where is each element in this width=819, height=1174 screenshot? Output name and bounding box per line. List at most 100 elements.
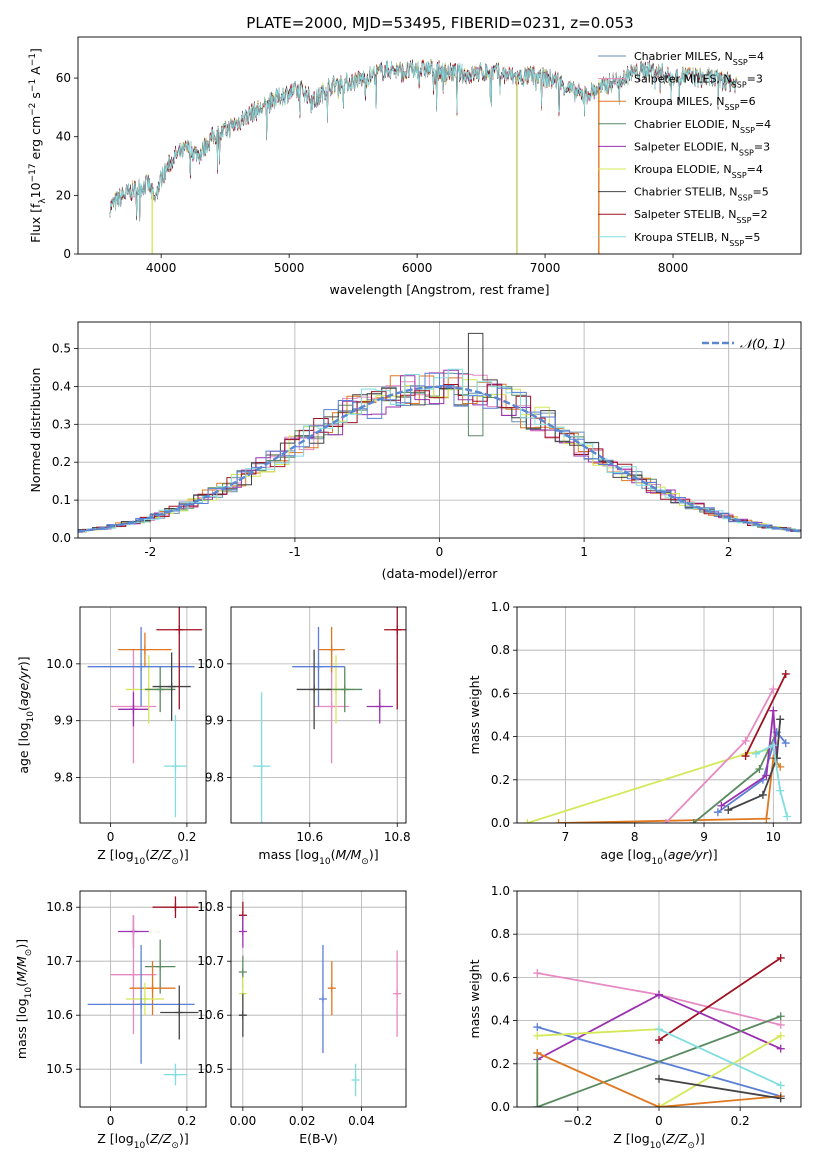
- legend-value: =5: [753, 186, 769, 199]
- x-tick-label: 0: [107, 1114, 115, 1128]
- legend-value: =2: [751, 208, 767, 221]
- label-part: M/M: [336, 847, 362, 862]
- legend-label: Kroupa ELODIE, NSSP=4: [634, 163, 763, 180]
- legend-text: Kroupa MILES, N: [634, 95, 724, 108]
- label-part: M/M: [14, 956, 29, 982]
- x-tick-label: 9: [700, 830, 708, 844]
- y-tick-label: 0: [63, 247, 71, 261]
- label-part: −2: [28, 103, 38, 116]
- y-axis-label: mass weight: [467, 959, 482, 1038]
- x-tick-label: 0.2: [731, 1114, 750, 1128]
- y-tick-label: 10.0: [46, 657, 73, 671]
- label-part: ⊙: [361, 857, 369, 867]
- weight-point: [769, 707, 777, 715]
- legend-text: Salpeter STELIB, N: [634, 208, 736, 221]
- y-tick-label: 1.0: [491, 884, 510, 898]
- data-point: [171, 762, 179, 770]
- y-tick-label: 10.8: [197, 900, 224, 914]
- x-axis-label: (data-model)/error: [382, 566, 499, 581]
- weight_vs_age-axes: [517, 607, 801, 823]
- data-point: [258, 762, 266, 770]
- data-point: [171, 1071, 179, 1079]
- label-part: mass [log: [14, 998, 29, 1059]
- y-tick-label: 0.0: [491, 1100, 510, 1114]
- legend-sub: SSP: [732, 80, 747, 89]
- y-tick-label: 10.7: [46, 954, 73, 968]
- x-tick-label: 8: [631, 830, 639, 844]
- x-axis-label: Z [log10(Z/Z⊙)]: [613, 1131, 704, 1151]
- label-part: 10: [650, 1141, 662, 1151]
- x-tick-label: 0.02: [289, 1114, 316, 1128]
- label-part: )]: [369, 847, 379, 862]
- y-tick-label: 0.4: [491, 730, 510, 744]
- legend-sub: SSP: [732, 171, 747, 180]
- y-tick-label: 0.1: [52, 493, 71, 507]
- y-tick-label: 10.8: [46, 900, 73, 914]
- x-tick-label: 0.2: [177, 830, 196, 844]
- weight-series-line: [527, 750, 769, 823]
- label-part: 10: [134, 1141, 146, 1151]
- x-tick-label: 0.00: [230, 1114, 257, 1128]
- data-point: [328, 984, 336, 992]
- label-part: mass weight: [467, 959, 482, 1038]
- weight-series-line: [659, 1029, 781, 1085]
- label-part: A: [28, 66, 43, 79]
- x-axis-label: Z [log10(Z/Z⊙)]: [97, 1131, 188, 1151]
- label-part: 10: [28, 182, 43, 198]
- label-part: )]: [179, 847, 189, 862]
- y-axis-label: age [log10(age/yr)]: [16, 656, 36, 773]
- data-point: [319, 995, 327, 1003]
- x-tick-label: 7000: [530, 261, 561, 275]
- y-tick-label: 1.0: [491, 600, 510, 614]
- legend-label: Chabrier STELIB, NSSP=5: [634, 186, 769, 203]
- weight-point: [655, 1075, 663, 1083]
- age_vs_mass-marks: [253, 550, 411, 840]
- x-axis-label: E(B-V): [299, 1131, 338, 1146]
- weight-point: [533, 1023, 541, 1031]
- x-tick-label: 6000: [402, 261, 433, 275]
- y-tick-label: 10.0: [197, 657, 224, 671]
- weight-point: [782, 670, 790, 678]
- y-axis-label: mass weight: [467, 675, 482, 754]
- label-part: Z [log: [97, 847, 133, 862]
- y-tick-label: 20: [56, 188, 71, 202]
- weight-point: [777, 1021, 785, 1029]
- legend-text: Kroupa STELIB, N: [634, 231, 729, 244]
- data-point: [137, 1000, 145, 1008]
- label-part: ]: [28, 48, 43, 53]
- weight-point: [776, 787, 784, 795]
- data-point: [328, 702, 336, 710]
- age_vs_z-axes: [80, 607, 206, 823]
- y-tick-label: 0.4: [52, 379, 71, 393]
- legend-text: Kroupa ELODIE, N: [634, 163, 732, 176]
- label-part: ⊙: [171, 1141, 179, 1151]
- y-axis-label: mass [log10(M/M⊙)]: [14, 939, 34, 1059]
- label-part: −1: [28, 79, 38, 92]
- x-tick-label: 8000: [658, 261, 689, 275]
- weight-point: [777, 1012, 785, 1020]
- y-tick-label: 0.0: [52, 531, 71, 545]
- x-tick-label: 0: [655, 1114, 663, 1128]
- data-point: [149, 984, 157, 992]
- weight-point: [776, 715, 784, 723]
- y-tick-label: 0.8: [491, 643, 510, 657]
- weight-point: [533, 969, 541, 977]
- data-point: [141, 995, 149, 1003]
- y-tick-label: 40: [56, 130, 71, 144]
- axes-frame: [231, 891, 406, 1107]
- x-tick-label: 2: [725, 545, 733, 559]
- data-point: [239, 928, 247, 936]
- weight-point: [777, 1032, 785, 1040]
- weight-point: [759, 791, 767, 799]
- residuals-marks: [64, 333, 819, 533]
- data-point: [376, 702, 384, 710]
- y-axis-label: Flux [fλ10−17 erg cm−2 s−1 A−1]: [28, 48, 48, 243]
- weight-point: [533, 1049, 541, 1057]
- y-tick-label: 0.6: [491, 686, 510, 700]
- x-tick-label: 0: [436, 545, 444, 559]
- label-part: )]: [695, 1131, 705, 1146]
- y-tick-label: 0.2: [491, 773, 510, 787]
